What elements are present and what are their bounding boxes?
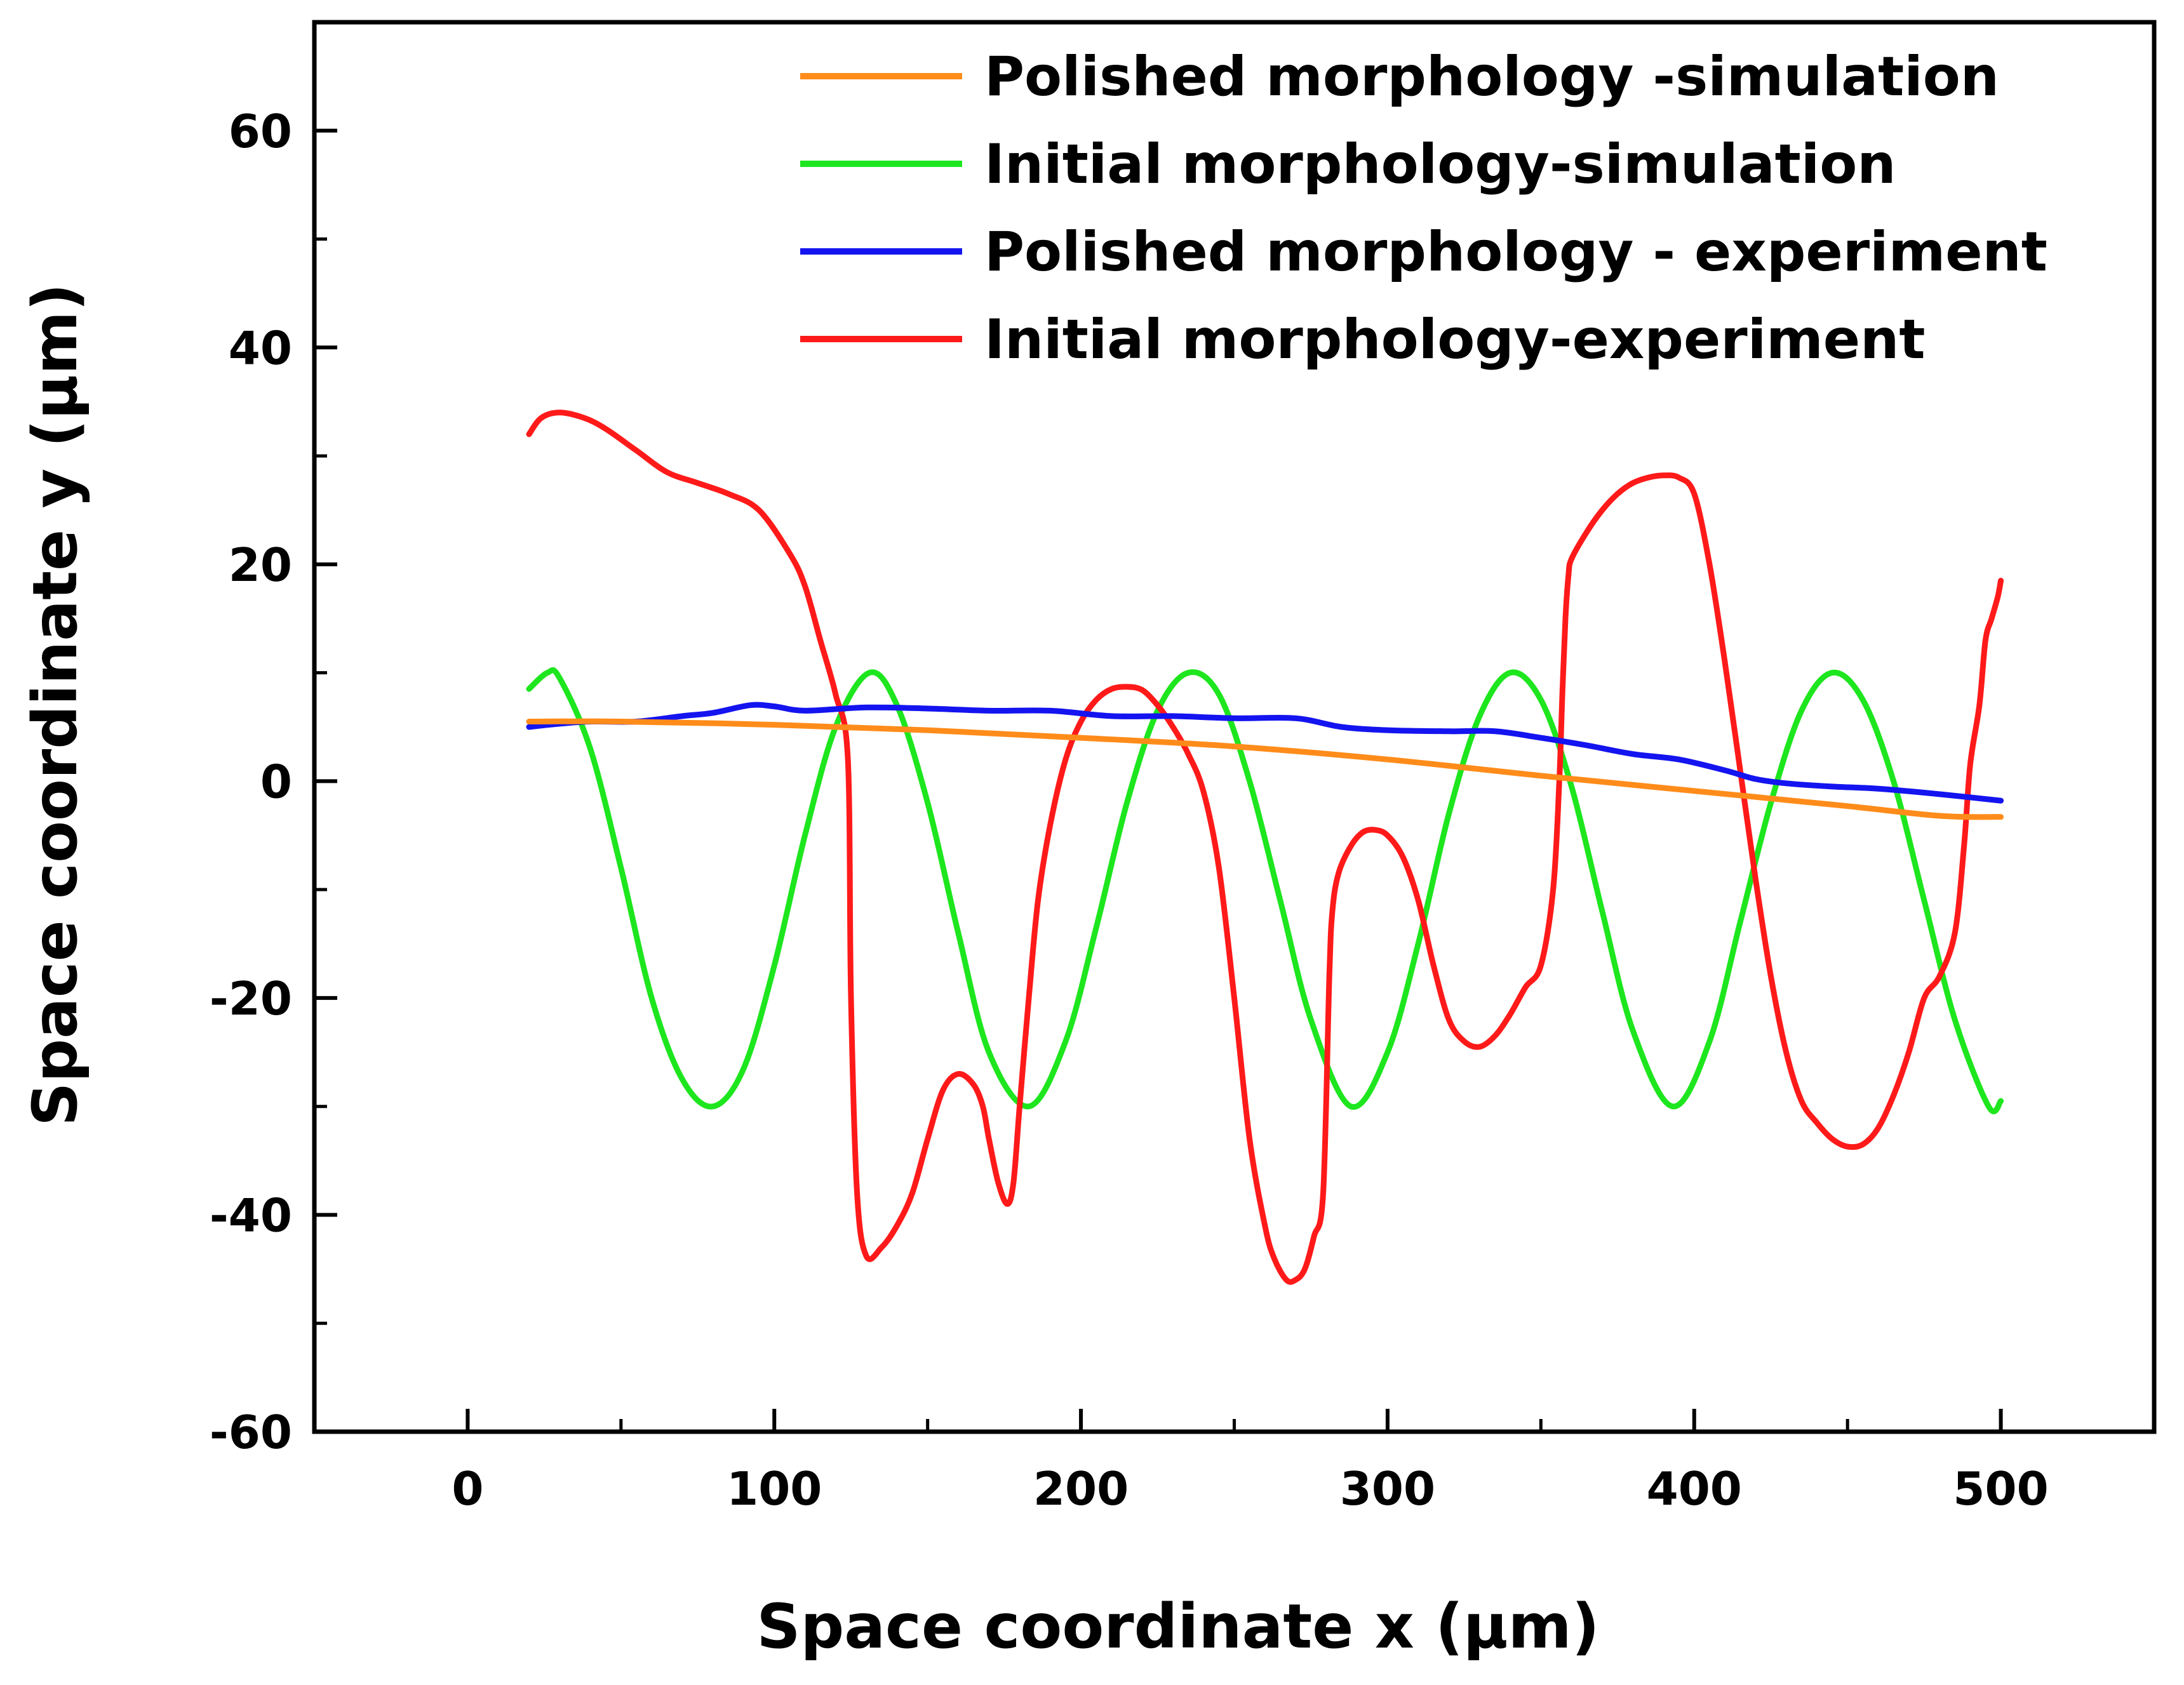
y-tick-label--20: -20 [210,972,292,1025]
x-tick-label-200: 200 [1033,1462,1129,1515]
y-tick-label-0: 0 [260,755,292,808]
y-axis-title: Space coordinate y (μm) [20,283,91,1126]
x-tick-label-400: 400 [1647,1462,1742,1515]
y-tick-label-60: 60 [229,105,292,158]
series-initial-simulation [526,667,2004,1115]
series-polished-experiment [526,702,2004,804]
series-layer [526,410,2004,1285]
x-tick-label-500: 500 [1953,1462,2048,1515]
y-tick-label-20: 20 [229,538,292,592]
series-polished-simulation [526,718,2004,820]
y-tick-label--40: -40 [210,1189,292,1242]
x-tick-label-300: 300 [1340,1462,1435,1515]
x-tick-label-100: 100 [727,1462,822,1515]
legend-label-polished-experiment: Polished morphology - experiment [984,220,2047,284]
legend-label-initial-experiment: Initial morphology-experiment [984,308,1925,371]
legend-label-initial-simulation: Initial morphology-simulation [984,133,1896,196]
x-axis-title: Space coordinate x (μm) [756,1591,1599,1662]
legend-label-polished-simulation: Polished morphology -simulation [984,45,1999,109]
x-tick-label-0: 0 [452,1462,483,1515]
ticks-layer: 0 100 200 300 400 500 -60 -40 -20 0 20 40 60 [210,105,2049,1515]
series-initial-experiment [526,410,2004,1285]
y-tick-label-40: 40 [229,321,292,375]
y-tick-label--60: -60 [210,1406,292,1459]
legend: Polished morphology -simulation Initial … [800,45,2047,371]
